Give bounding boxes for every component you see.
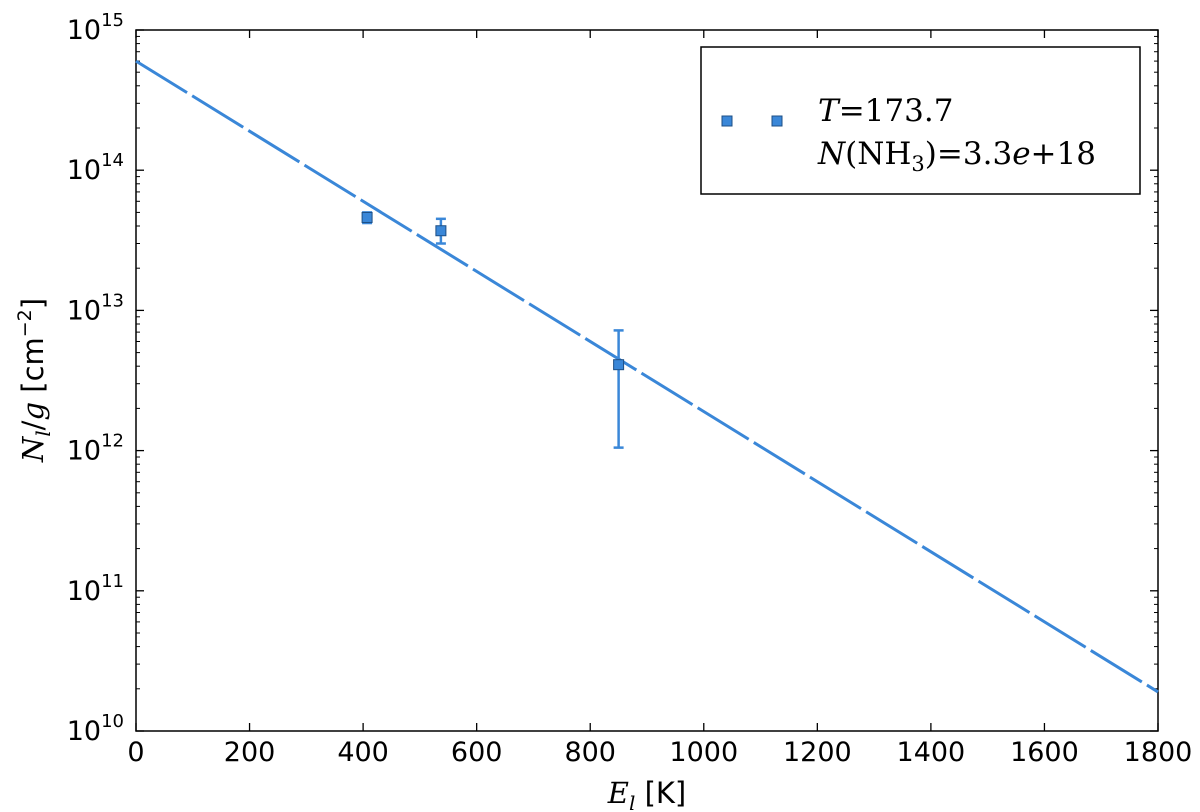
x-tick-label: 0 [127,737,144,768]
legend-marker-1 [721,115,733,127]
x-tick-label: 800 [564,737,616,768]
y-tick-label: 1014 [67,150,124,186]
x-tick-label: 400 [337,737,389,768]
legend-marker-2 [771,115,783,127]
legend-temperature-equals: = [839,93,865,129]
x-tick-label: 1600 [1010,737,1079,768]
y-tick-label-exponent: 11 [101,571,124,592]
x-axis-symbol: E [607,776,629,810]
y-tick-label-base: 10 [67,716,101,747]
y-axis-subscript: l [31,430,55,436]
y-axis-unit-exp: −2 [14,309,36,337]
legend-line-temperature: T=173.7 [818,93,953,129]
y-tick-label-exponent: 10 [101,711,124,732]
x-tick-label: 200 [224,737,276,768]
legend-temperature-value: 173.7 [865,93,954,129]
legend-density-open-paren: ( [845,136,857,172]
y-tick-label: 1015 [67,10,124,46]
y-tick-label-exponent: 12 [101,431,124,452]
y-axis-unit-close: ] [16,298,50,309]
fit-line [135,59,1159,694]
y-tick-label-base: 10 [67,576,101,607]
y-tick-label-base: 10 [67,295,101,326]
data-point [435,225,447,237]
y-tick-label: 1010 [67,711,124,747]
y-tick-label-base: 10 [67,155,101,186]
plot-frame [135,29,1159,732]
y-tick-label: 1011 [67,571,124,607]
y-tick-label: 1013 [67,290,124,326]
legend-density-species-sub: 3 [911,152,924,176]
legend-density-value-a: 3.3 [963,136,1012,172]
x-tick-label: 1400 [897,737,966,768]
y-tick-label-exponent: 15 [101,10,124,31]
legend-line-column-density: N(NH3)=3.3e+18 [817,136,1096,176]
legend-density-value-b: +18 [1031,136,1096,172]
legend-density-equals: = [937,136,963,172]
legend: T=173.7 N(NH3)=3.3e+18 [700,46,1141,195]
fit-line-layer [135,59,1159,694]
x-tick-label: 1000 [669,737,738,768]
legend-density-close-paren: ) [925,136,937,172]
legend-density-symbol: N [817,136,847,172]
y-tick-label-exponent: 14 [101,150,124,171]
y-axis-label: Nl/g [cm−2] [14,298,55,463]
x-axis-label: El [K] [607,776,686,812]
legend-density-value-e: e [1012,136,1030,172]
x-tick-label: 1200 [783,737,852,768]
x-tick-label: 1800 [1124,737,1193,768]
y-axis-symbol: N [16,435,50,463]
y-axis-slash: / [16,420,50,430]
legend-temperature-symbol: T [818,93,841,129]
x-axis-ticks: 0 200 400 600 800 1000 1200 1400 1600 1800 [127,30,1192,768]
y-tick-label-base: 10 [67,15,101,46]
data-point [613,359,625,371]
x-axis-unit: [K] [645,776,687,810]
y-axis-unit-open: [cm [16,337,50,393]
legend-density-species: NH [857,136,911,172]
x-axis-subscript: l [629,791,635,812]
y-axis-denominator: g [16,402,50,421]
data-point [361,211,373,223]
y-tick-label-base: 10 [67,436,101,467]
x-tick-label: 600 [451,737,503,768]
y-tick-label-exponent: 13 [101,290,124,311]
y-tick-label: 1012 [67,431,124,467]
data-points-layer [361,211,625,449]
